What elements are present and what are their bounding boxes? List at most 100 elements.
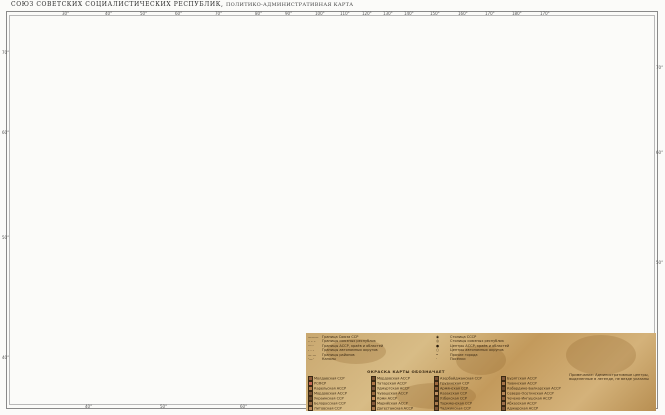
legend-symbol-label: Центры автономных округов <box>450 348 504 353</box>
top-tick-label: 80° <box>255 11 263 16</box>
legend-republic-row: Чувашская АССР <box>371 391 413 396</box>
legend-symbol-row: — — Границы районов <box>308 353 383 357</box>
top-tick-label: 110° <box>340 11 350 16</box>
legend-note: Примечание: Административные центры, выд… <box>569 373 649 382</box>
legend-symbol-row: ◉ Столица СССР <box>436 335 509 339</box>
legend-symbol-mark: ◉ <box>436 335 440 339</box>
legend-republic-row: Бурятская АССР <box>501 376 561 381</box>
legend-republic-row: Аджарская АССР <box>501 406 561 411</box>
legend-symbol-row: ○ Центры автономных округов <box>436 348 509 352</box>
legend-symbol-mark: ○ <box>436 348 440 353</box>
legend-republic-row: Татарская АССР <box>371 381 413 386</box>
legend-colors-title: ОКРАСКА КАРТЫ ОБОЗНАЧАЕТ <box>367 369 445 374</box>
legend-color-swatch <box>434 396 439 401</box>
legend-republic-label: Чувашская АССР <box>377 391 408 396</box>
legend-republic-row: Узбекская ССР <box>434 396 482 401</box>
map-title: СОЮЗ СОВЕТСКИХ СОЦИАЛИСТИЧЕСКИХ РЕСПУБЛИ… <box>11 1 354 8</box>
legend-color-swatch <box>308 406 313 411</box>
legend-color-swatch <box>501 406 506 411</box>
legend-republic-row: Коми АССР <box>371 396 413 401</box>
top-tick-label: 150° <box>430 11 440 16</box>
left-tick-label: 70° <box>2 50 10 55</box>
legend-color-swatch <box>371 401 376 406</box>
legend-republic-row: Карельская АССР <box>308 386 347 391</box>
legend-symbol-label: Границы автономных округов <box>322 348 378 353</box>
legend-republic-row: Удмуртская АССР <box>371 386 413 391</box>
legend-color-swatch <box>501 401 506 406</box>
legend-republic-label: Карельская АССР <box>314 386 347 391</box>
legend-republic-row: Армянская ССР <box>434 386 482 391</box>
legend-republic-label: Дагестанская АССР <box>377 406 414 411</box>
legend-symbol-label: Центры АССР, краёв и областей <box>450 343 510 348</box>
legend-symbol-row: – – – Границы союзных республик <box>308 339 383 343</box>
legend-color-swatch <box>501 386 506 391</box>
legend-symbol-label: Столица СССР <box>450 335 477 339</box>
legend-symbol-mark: ·—· <box>308 357 314 362</box>
legend-republic-label: Чечено-Ингушская АССР <box>507 396 553 401</box>
legend-color-swatch <box>434 391 439 396</box>
left-tick-label: 40° <box>2 355 10 360</box>
legend-republic-label: Туркменская ССР <box>440 401 473 406</box>
top-tick-label: 170° <box>540 11 550 16</box>
legend-color-swatch <box>308 391 313 396</box>
legend-symbol-label: Граница Союза ССР <box>322 335 359 339</box>
legend-symbol-mark: – – – <box>308 339 316 344</box>
legend-symbol-row: ·—· Каналы <box>308 357 383 361</box>
legend-republic-label: Литовская ССР <box>314 406 342 411</box>
legend-republic-label: Аджарская АССР <box>507 406 539 411</box>
legend-republic-row: Литовская ССР <box>308 406 347 411</box>
legend-color-swatch <box>434 386 439 391</box>
legend-republic-label: Украинская ССР <box>314 396 344 401</box>
legend-republic-label: Таджикская ССР <box>440 406 471 411</box>
top-tick-label: 30° <box>62 11 70 16</box>
legend-republic-row: Дагестанская АССР <box>371 406 413 411</box>
legend-symbol-label: Прочие города <box>450 352 478 357</box>
top-tick-label: 40° <box>105 11 113 16</box>
legend-republic-row: Марийская АССР <box>371 401 413 406</box>
legend-color-swatch <box>501 381 506 386</box>
top-tick-label: 130° <box>383 11 393 16</box>
legend-republic-label: Мордовская АССР <box>314 391 347 396</box>
legend-color-swatch <box>371 386 376 391</box>
legend-symbol-mark: ——— <box>308 335 319 339</box>
legend-color-swatch <box>371 391 376 396</box>
legend-symbol-row: • Прочие города <box>436 353 509 357</box>
left-tick-label: 50° <box>2 235 10 240</box>
top-tick-label: 100° <box>315 11 325 16</box>
legend-symbol-label: Каналы <box>322 357 337 362</box>
legend-symbols-left: ——— Граница Союза ССР – – – Границы союзных… <box>308 335 383 361</box>
legend-symbol-row: - - - Границы автономных округов <box>308 348 383 352</box>
legend-republics-column-2: Мордовская АССР Татарская АССР Удмуртская … <box>371 376 413 411</box>
top-tick-label: 120° <box>362 11 372 16</box>
legend-symbol-label: Границы АССР, краёв и областей <box>322 343 384 348</box>
legend-color-swatch <box>501 376 506 381</box>
top-tick-label: 160° <box>458 11 468 16</box>
legend-republics-column-1: Молдавская ССР РСФСР Карельская АССР Мордов… <box>308 376 347 411</box>
legend-republic-label: Азербайджанская ССР <box>440 376 482 381</box>
legend-republic-row: Тувинская АССР <box>501 381 561 386</box>
legend-symbol-label: Границы союзных республик <box>322 339 376 344</box>
legend-republic-row: Азербайджанская ССР <box>434 376 482 381</box>
legend-republic-row: Северо-Осетинская АССР <box>501 391 561 396</box>
legend-symbol-mark: · <box>436 357 438 362</box>
legend-symbol-mark: — — <box>308 352 317 357</box>
legend-republic-label: Абхазская АССР <box>507 401 537 406</box>
legend-republic-row: Абхазская АССР <box>501 401 561 406</box>
legend-republic-row: Белорусская ССР <box>308 401 347 406</box>
legend-republic-row: Чечено-Ингушская АССР <box>501 396 561 401</box>
right-tick-label: 50° <box>656 260 664 265</box>
legend-symbol-mark: ····· <box>308 343 314 348</box>
right-tick-label: 60° <box>656 150 664 155</box>
top-tick-label: 140° <box>404 11 414 16</box>
right-tick-label: 70° <box>656 65 664 70</box>
legend-color-swatch <box>434 381 439 386</box>
legend-republic-row: РСФСР <box>308 381 347 386</box>
top-tick-label: 60° <box>175 11 183 16</box>
legend-color-swatch <box>434 376 439 381</box>
legend-republic-row: Мордовская АССР <box>308 391 347 396</box>
legend-symbol-mark: - - - <box>308 348 315 353</box>
legend-color-swatch <box>308 401 313 406</box>
legend-republic-label: Удмуртская АССР <box>377 386 410 391</box>
legend-color-swatch <box>371 381 376 386</box>
map-legend: ——— Граница Союза ССР – – – Границы союзных… <box>306 333 656 411</box>
